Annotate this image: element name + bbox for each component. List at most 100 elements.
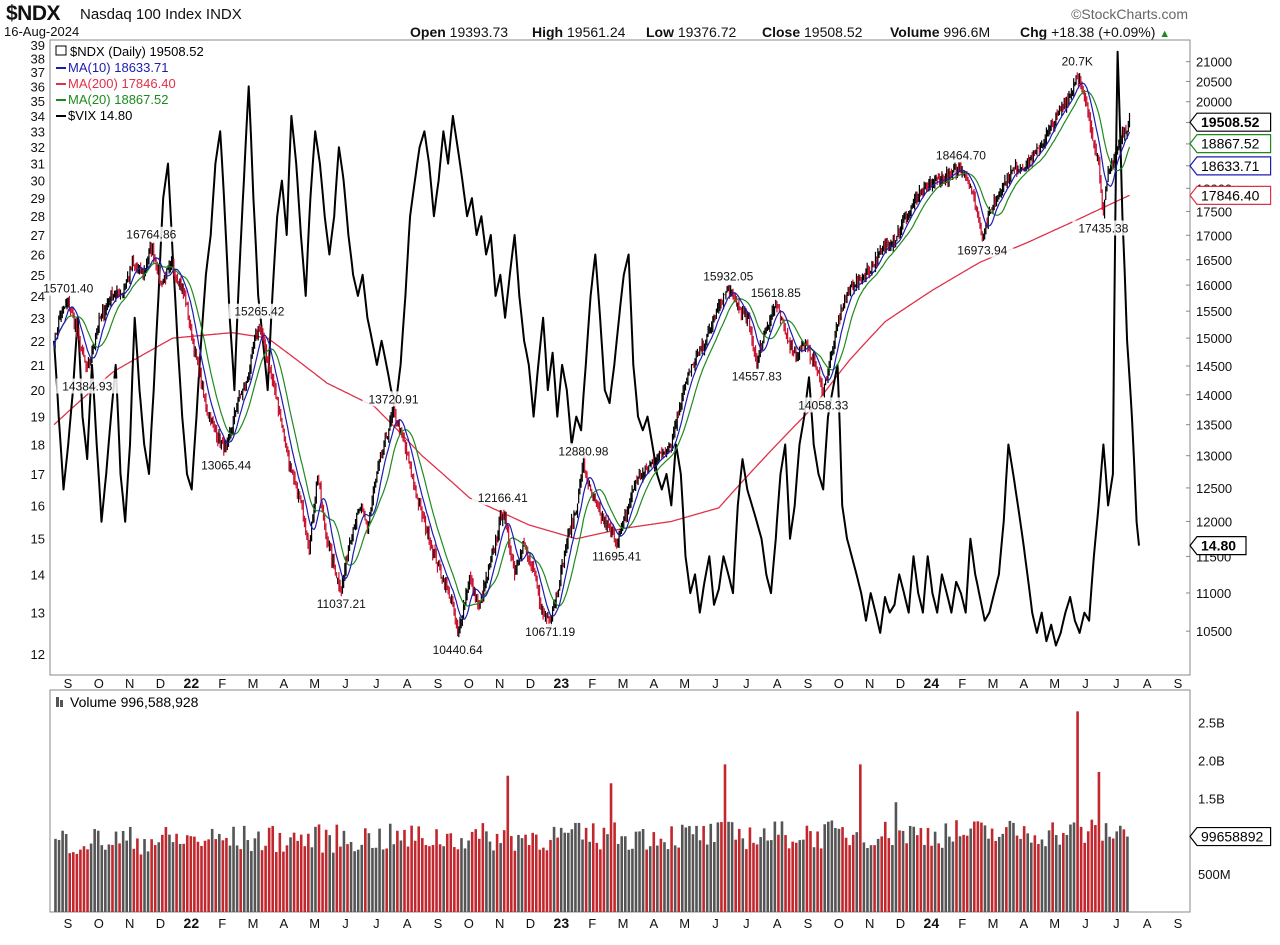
volume-bar: [677, 847, 681, 912]
annotation-label: 16973.94: [957, 244, 1007, 258]
ma200-line-group: [53, 194, 1130, 540]
high-label: High: [532, 24, 564, 40]
annotation-box: [120, 226, 183, 242]
symbol-name: Nasdaq 100 Index INDX: [80, 6, 242, 23]
volume-bar: [82, 846, 86, 912]
volume-bar: [563, 832, 567, 912]
volume-panel-frame: [49, 689, 1191, 913]
volume-bar: [118, 843, 121, 912]
left-tick-label: 14: [31, 567, 45, 582]
right-tick-label: 15000: [1196, 331, 1232, 346]
legend-volume-label: Volume 996,588,928: [70, 694, 199, 710]
price-x-tick-label: A: [773, 676, 782, 691]
annotation-box: [228, 303, 291, 319]
volume-bar: [296, 840, 299, 912]
volume-x-tick-label: M: [1049, 916, 1060, 931]
volume-bar: [656, 845, 659, 912]
volume-x-tick-label: N: [125, 916, 134, 931]
volume-bar: [759, 837, 762, 912]
price-tags-group: 19508.52 18867.52 18633.71 17846.40 14.80 996…: [1189, 112, 1272, 847]
volume-bar: [730, 822, 734, 912]
volume-bar: [168, 834, 171, 912]
volume-bar: [107, 844, 111, 912]
volume-bar: [663, 842, 666, 912]
volume-bar: [994, 840, 997, 912]
price-tag-box: [1189, 536, 1247, 556]
brand-logo[interactable]: ©StockCharts.com: [1071, 6, 1188, 22]
volume-bar: [214, 839, 218, 912]
volume-bar: [128, 826, 132, 912]
price-tag-box: [1189, 185, 1272, 205]
volume-bar: [784, 835, 787, 912]
volume-bar: [64, 833, 68, 912]
volume-bar: [623, 836, 627, 912]
volume-bar: [321, 852, 324, 912]
volume-x-tick-label: F: [958, 916, 966, 931]
volume-bar: [1090, 819, 1094, 912]
volume-x-tick-label: J: [373, 916, 380, 931]
volume-bar: [200, 845, 203, 912]
volume-x-tick-label: F: [588, 916, 596, 931]
volume-bar: [289, 837, 292, 912]
price-tag-label: 99658892: [1201, 829, 1264, 845]
volume-bar: [274, 852, 278, 912]
left-tick-label: 27: [31, 228, 45, 243]
volume-bar: [317, 824, 321, 912]
volume-x-tick-label: M: [679, 916, 690, 931]
volume-bar: [218, 833, 221, 912]
price-x-tick-label: M: [248, 676, 259, 691]
volume-bar: [396, 830, 399, 912]
volume-x-tick-label: S: [804, 916, 813, 931]
up-arrow-icon: ▲: [1159, 28, 1171, 40]
volume-bar: [727, 821, 730, 912]
volume-bar: [887, 838, 891, 912]
left-tick-label: 32: [31, 140, 45, 155]
quote-volume: Volume 996.6M: [890, 24, 990, 40]
volume-bar: [331, 852, 335, 912]
volume-bar: [673, 845, 677, 912]
volume-bar: [111, 844, 114, 912]
price-x-tick-label: F: [958, 676, 966, 691]
volume-bar: [267, 827, 271, 912]
annotation-label: 12880.98: [558, 444, 608, 458]
volume-bar: [937, 843, 940, 912]
volume-bar: [271, 825, 275, 912]
volume-bar: [599, 849, 602, 912]
volume-bar: [652, 832, 656, 912]
annotation-label: 12166.41: [478, 491, 528, 505]
volume-bar: [951, 841, 955, 912]
volume-bar: [958, 836, 962, 912]
right-tick-label: 16000: [1196, 278, 1232, 293]
volume-bar: [1083, 842, 1086, 912]
volume-bar: [282, 851, 285, 912]
volume-bar: [513, 850, 517, 912]
volume-bar: [545, 850, 549, 912]
volume-bar: [734, 839, 737, 912]
annotation-box: [744, 284, 807, 300]
volume-bar: [527, 845, 531, 912]
legend: $NDX (Daily) 19508.52 MA(10) 18633.71 MA…: [55, 44, 204, 123]
volume-bar: [410, 825, 413, 912]
price-tag-box: [1189, 112, 1272, 132]
volume-bar: [1119, 825, 1122, 912]
volume-x-tick-label: A: [773, 916, 782, 931]
volume-bar: [121, 831, 125, 912]
volume-bar: [367, 833, 371, 912]
volume-bar: [474, 829, 478, 912]
volume-bar: [228, 845, 232, 912]
price-tag-label: 17846.40: [1201, 187, 1260, 203]
price-x-tick-label: S: [1174, 676, 1183, 691]
price-x-tick-label: J: [743, 676, 750, 691]
price-tag-box: [1189, 134, 1272, 154]
volume-bar: [666, 849, 670, 912]
volume-bar: [531, 832, 534, 912]
volume-bar: [1005, 827, 1008, 912]
quote-high: High 19561.24: [532, 24, 625, 40]
volume-bar: [905, 843, 908, 912]
price-x-tick-label: A: [1143, 676, 1152, 691]
volume-bar: [477, 838, 481, 912]
left-tick-label: 13: [31, 606, 45, 621]
volume-x-tick-label: M: [618, 916, 629, 931]
volume-bar: [453, 847, 456, 912]
volume-tick-label: 2.0B: [1198, 754, 1225, 769]
